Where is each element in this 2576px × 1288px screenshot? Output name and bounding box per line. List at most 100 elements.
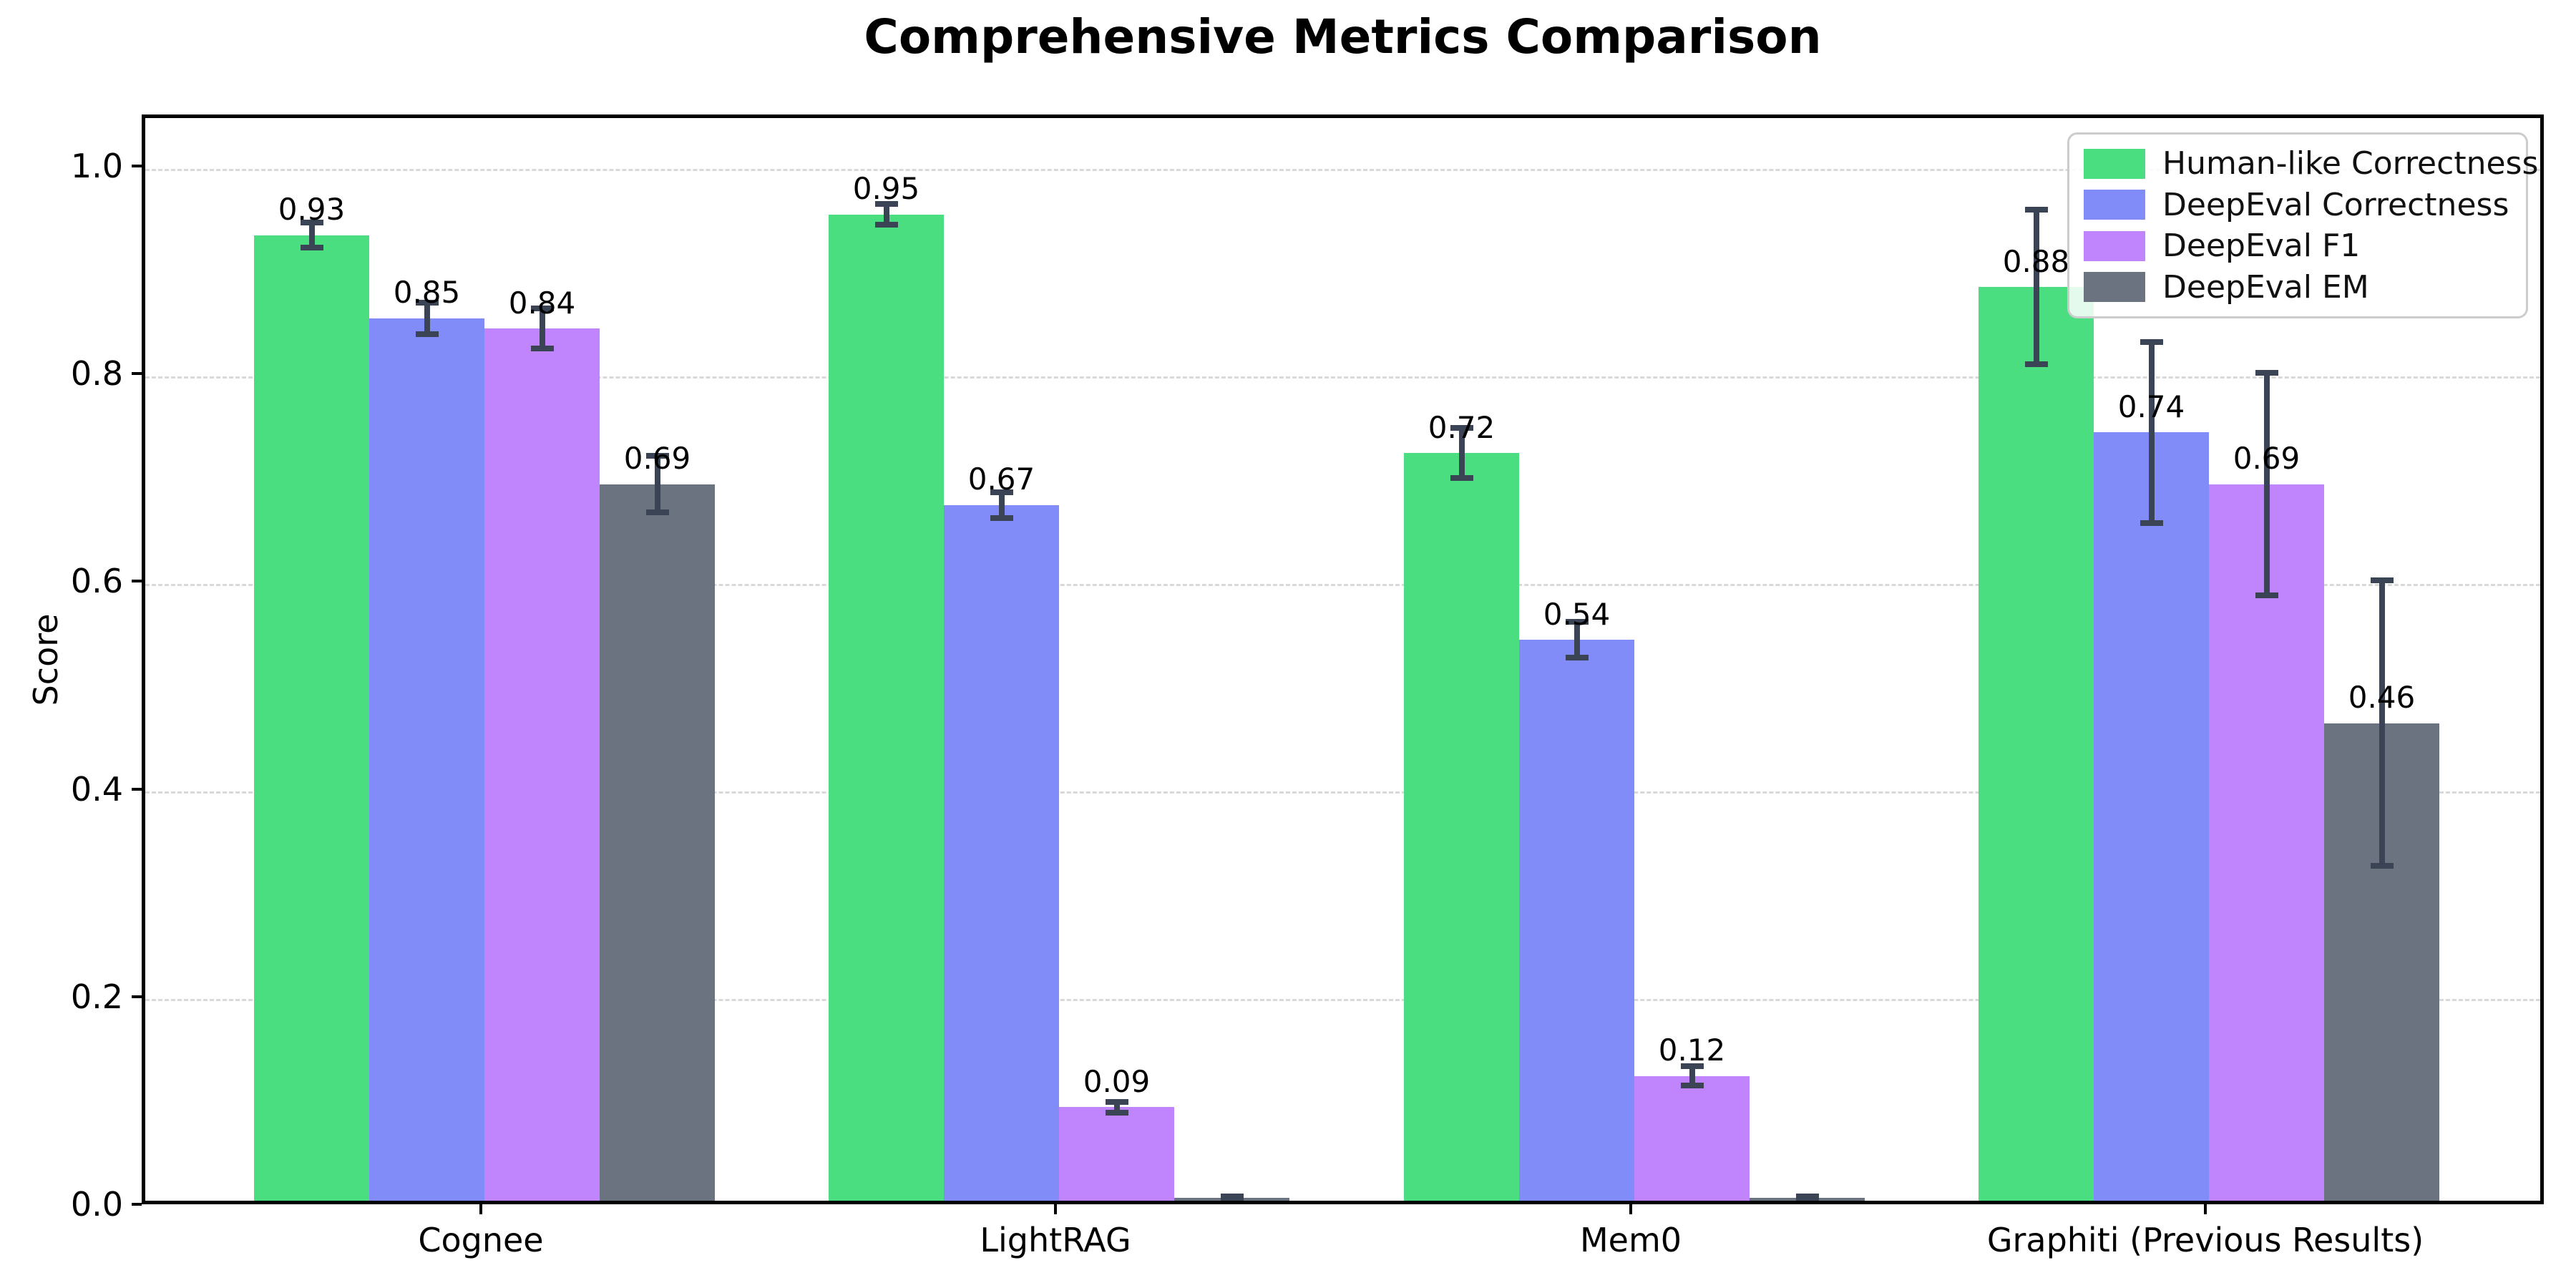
error-bar-cap-bottom	[1450, 475, 1473, 482]
error-bar	[1105, 1098, 1128, 1116]
bar	[1519, 640, 1634, 1201]
gridline	[145, 999, 2540, 1002]
error-bar	[1220, 1193, 1244, 1201]
error-bar	[874, 200, 898, 228]
y-tick-label: 0.8	[70, 354, 123, 394]
legend-label: DeepEval EM	[2162, 268, 2369, 306]
legend-swatch	[2084, 190, 2145, 220]
value-label: 0.88	[2002, 243, 2070, 279]
error-bar-cap-bottom	[2024, 361, 2048, 367]
legend-row: Human-like Correctness	[2084, 145, 2538, 182]
error-bar	[2255, 370, 2278, 599]
y-tick-mark	[132, 580, 142, 583]
error-bar	[645, 453, 669, 516]
error-bar	[990, 489, 1013, 521]
error-bar-line	[654, 453, 660, 516]
error-bar-cap-bottom	[2370, 862, 2394, 869]
error-bar-line	[1458, 425, 1465, 482]
x-tick-label: LightRAG	[980, 1221, 1131, 1259]
error-bar-cap-top	[2255, 370, 2278, 376]
x-tick-label: Graphiti (Previous Results)	[1986, 1221, 2424, 1259]
x-tick-label: Mem0	[1579, 1221, 1682, 1259]
bar	[1634, 1076, 1750, 1201]
error-bar-line	[2033, 207, 2039, 367]
value-label: 0.95	[852, 171, 920, 207]
error-bar-cap-top	[2140, 338, 2163, 345]
y-tick-mark	[132, 372, 142, 376]
error-bar-cap-top	[2024, 207, 2048, 213]
error-bar	[415, 299, 439, 337]
error-bar-line	[308, 219, 315, 251]
y-tick-mark	[132, 165, 142, 167]
error-bar	[1680, 1063, 1704, 1089]
gridline	[145, 168, 2540, 171]
error-bar-cap-bottom	[300, 245, 323, 251]
error-bar-line	[1689, 1063, 1695, 1089]
error-bar-cap-top	[1450, 425, 1473, 431]
gridline	[145, 376, 2540, 379]
value-label: 0.93	[278, 192, 346, 228]
value-label: 0.69	[2233, 441, 2301, 477]
bar	[2209, 484, 2324, 1201]
legend-swatch	[2084, 272, 2145, 303]
error-bar	[2140, 338, 2163, 526]
error-bar	[2024, 207, 2048, 367]
bar	[1059, 1107, 1174, 1201]
bar	[600, 484, 715, 1201]
gridline	[145, 791, 2540, 794]
error-bar-line	[998, 489, 1005, 521]
error-bar-line	[1574, 619, 1580, 661]
error-bar	[1450, 425, 1473, 482]
error-bar-cap-bottom	[874, 222, 898, 228]
legend-swatch	[2084, 148, 2145, 179]
y-tick-label: 0.6	[70, 562, 123, 601]
x-tick-mark	[2204, 1204, 2207, 1214]
legend: Human-like Correctness DeepEval Correctne…	[2067, 132, 2538, 318]
bar	[2094, 432, 2209, 1201]
error-bar-cap-top	[645, 453, 669, 459]
legend-row: DeepEval Correctness	[2084, 187, 2517, 223]
value-label: 0.84	[508, 285, 576, 321]
error-bar-line	[2379, 577, 2385, 869]
error-bar-cap-top	[300, 219, 323, 225]
error-bar-cap-bottom	[415, 331, 439, 337]
error-bar-cap-top	[415, 299, 439, 306]
y-tick-mark	[132, 1203, 142, 1206]
value-label: 0.46	[2348, 680, 2416, 716]
error-bar-cap-bottom	[1795, 1195, 1819, 1201]
value-label: 0.09	[1083, 1063, 1151, 1099]
error-bar-line	[883, 200, 889, 228]
y-tick-mark	[132, 787, 142, 791]
error-bar-line	[2148, 338, 2155, 526]
error-bar-cap-top	[1565, 619, 1589, 625]
bar	[829, 215, 944, 1201]
x-tick-mark	[1054, 1204, 1057, 1214]
error-bar	[1795, 1193, 1819, 1201]
x-tick-mark	[1629, 1204, 1632, 1214]
error-bar-cap-bottom	[1220, 1195, 1244, 1201]
chart-title: Comprehensive Metrics Comparison	[864, 9, 1822, 64]
error-bar-cap-bottom	[1680, 1083, 1704, 1089]
x-tick-label: Cognee	[418, 1221, 544, 1259]
error-bar-cap-bottom	[1105, 1110, 1128, 1116]
error-bar	[530, 306, 554, 352]
bar	[369, 318, 484, 1201]
bar	[1979, 287, 2094, 1201]
error-bar-cap-top	[1105, 1098, 1128, 1105]
value-label: 0.74	[2117, 389, 2185, 424]
y-tick-label: 0.2	[70, 977, 123, 1016]
bar	[944, 505, 1059, 1201]
y-axis-label: Score	[26, 613, 65, 706]
error-bar-line	[539, 306, 545, 352]
error-bar-cap-bottom	[2255, 592, 2278, 599]
error-bar-cap-top	[1680, 1063, 1704, 1070]
error-bar-cap-bottom	[530, 346, 554, 352]
error-bar-line	[2263, 370, 2270, 599]
value-label: 0.69	[623, 441, 691, 477]
value-label: 0.54	[1543, 596, 1611, 632]
error-bar	[300, 219, 323, 251]
y-tick-label: 0.0	[70, 1185, 123, 1224]
error-bar-cap-bottom	[990, 514, 1013, 521]
error-bar	[1565, 619, 1589, 661]
legend-label: DeepEval Correctness	[2162, 186, 2509, 223]
